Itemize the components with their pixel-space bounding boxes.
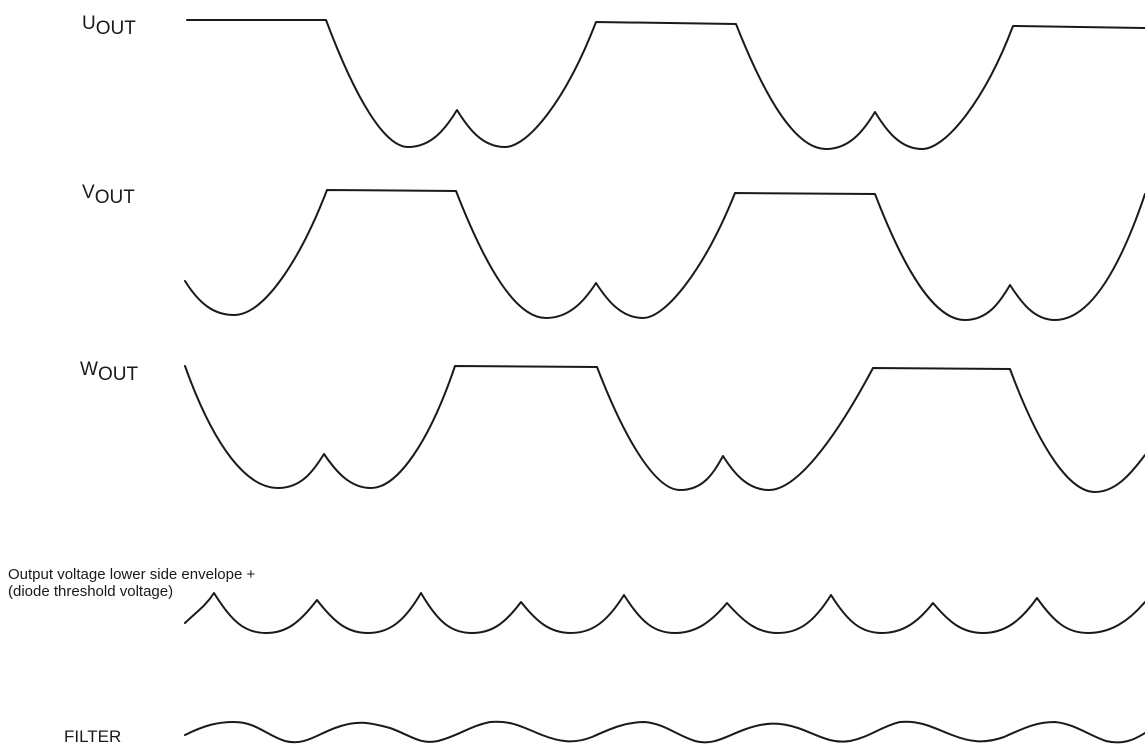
envelope-waveform bbox=[184, 592, 1145, 634]
v-out-label-main: V bbox=[82, 182, 95, 203]
v-out-label: VOUT bbox=[82, 182, 135, 207]
filter-waveform bbox=[184, 720, 1145, 744]
v-out-waveform bbox=[184, 189, 1145, 321]
u-out-waveform bbox=[186, 19, 1145, 150]
envelope-label-line1: Output voltage lower side envelope + bbox=[8, 566, 256, 583]
filter-label: FILTER bbox=[64, 727, 122, 746]
w-out-waveform bbox=[184, 365, 1145, 493]
u-out-label-sub: OUT bbox=[95, 18, 136, 39]
w-out-label-main: W bbox=[80, 359, 98, 380]
v-out-label-sub: OUT bbox=[94, 187, 135, 208]
u-out-label: UOUT bbox=[82, 13, 136, 38]
w-out-label-sub: OUT bbox=[97, 364, 139, 385]
w-out-label: WOUT bbox=[80, 359, 138, 384]
envelope-label: Output voltage lower side envelope + (di… bbox=[8, 566, 255, 600]
u-out-label-main: U bbox=[82, 13, 96, 34]
envelope-label-line2: (diode threshold voltage) bbox=[8, 583, 174, 600]
